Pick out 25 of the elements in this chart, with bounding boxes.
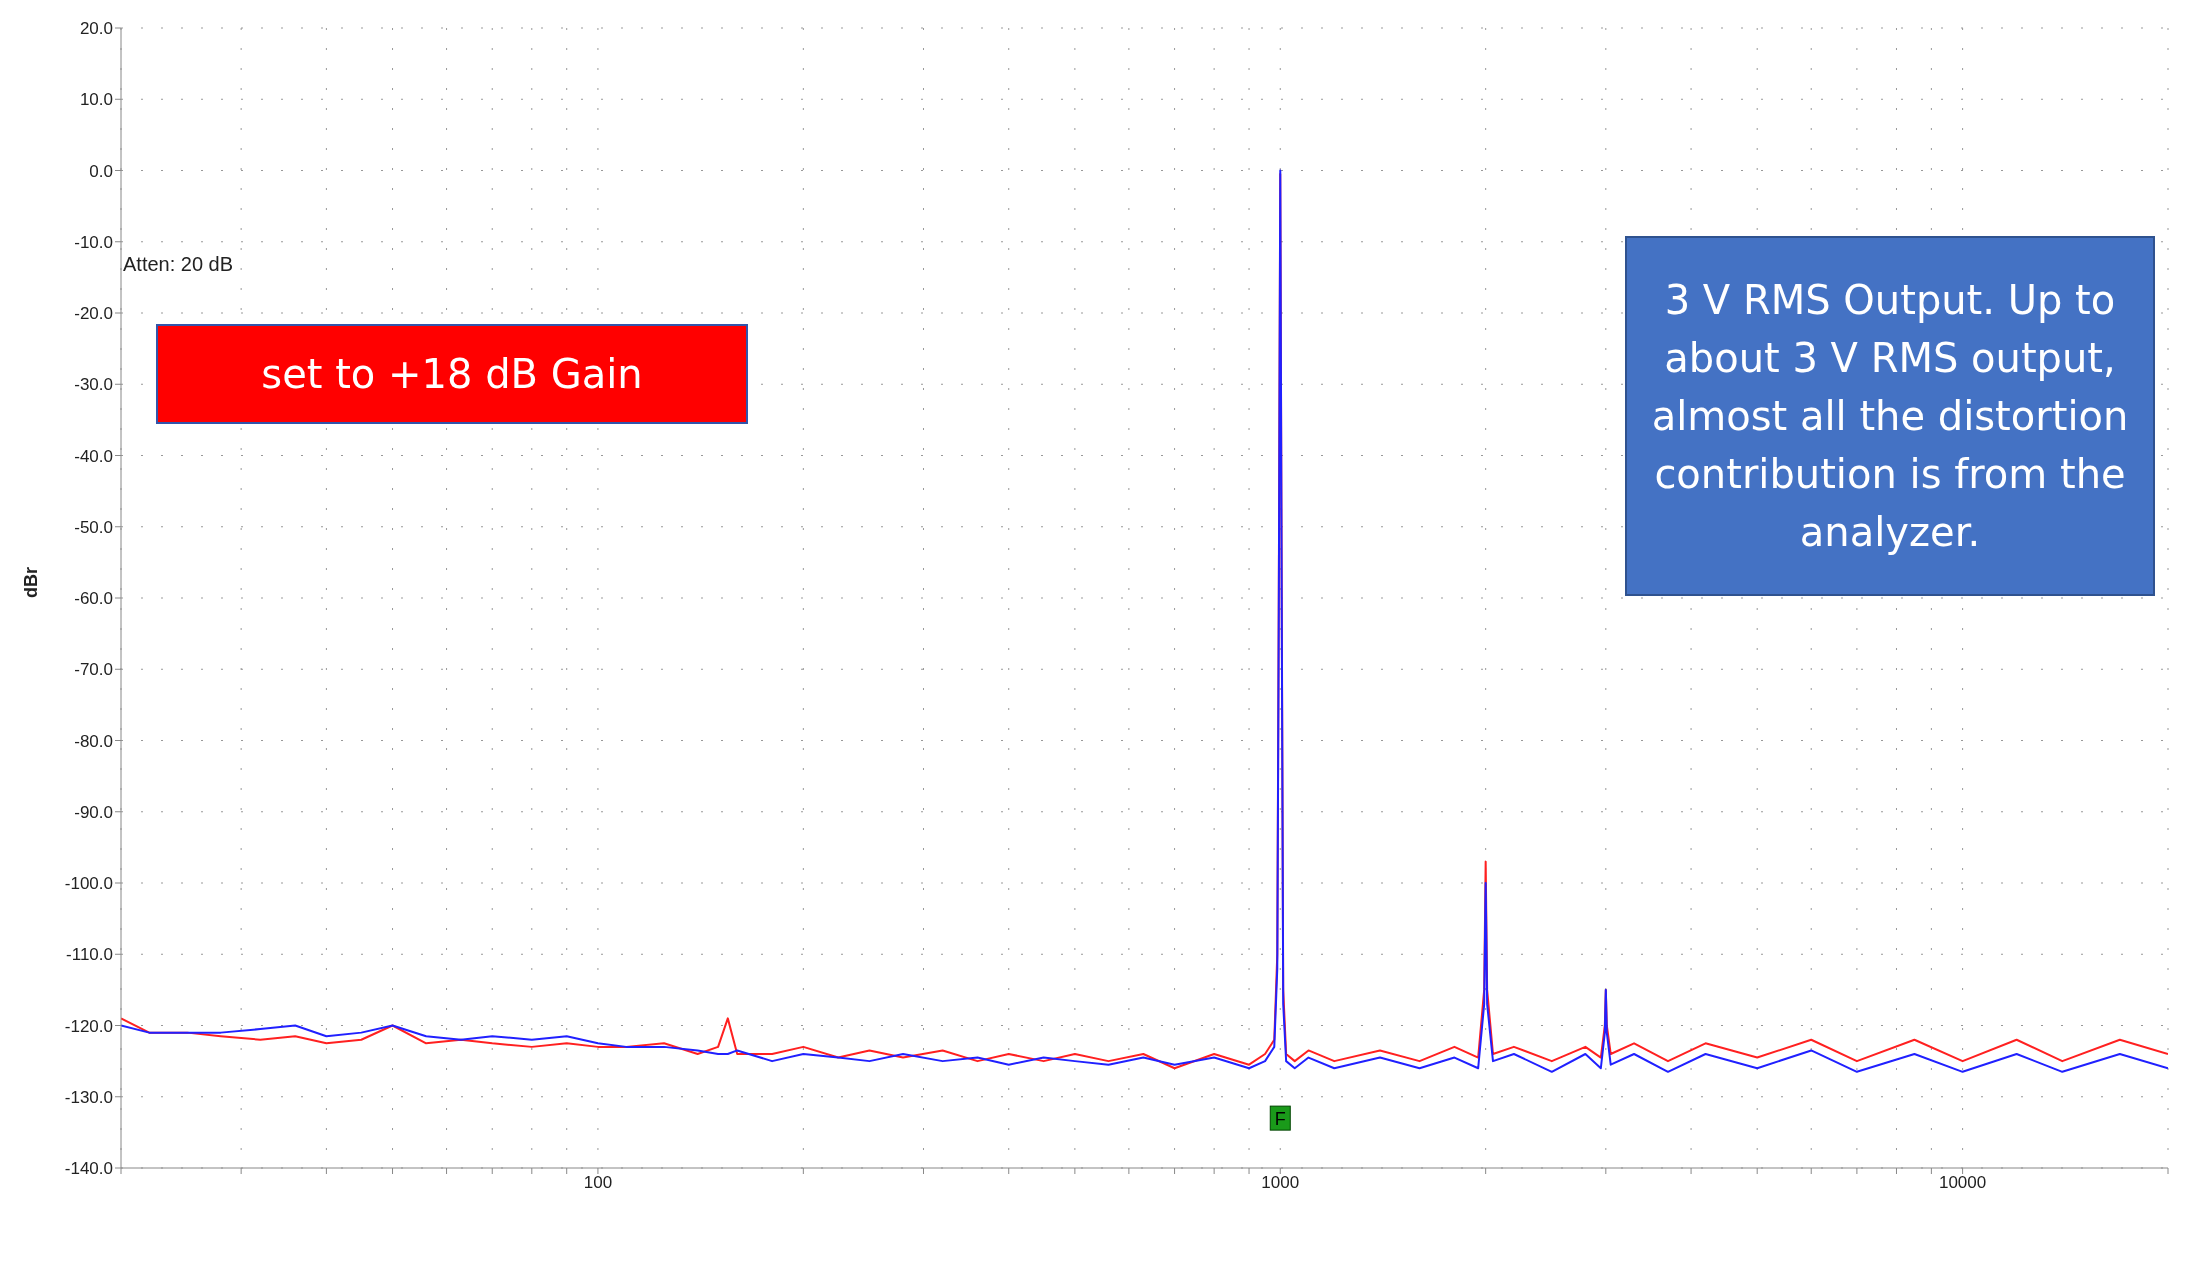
text-box: 3 V RMS Output. Up to about 3 V RMS output, almost all the distortion contribution is from the analyzer.	[1625, 236, 2155, 596]
y-tick-label: -40.0	[74, 446, 113, 466]
y-tick-label: 0.0	[89, 161, 113, 181]
y-tick-label: 20.0	[79, 19, 113, 39]
y-tick-label: -90.0	[74, 802, 113, 822]
y-tick-label: -50.0	[74, 517, 113, 537]
y-tick-label: -70.0	[74, 660, 113, 680]
y-tick-label: -120.0	[64, 1016, 113, 1036]
x-tick-label: 100	[583, 1173, 613, 1193]
y-tick-label: -110.0	[66, 945, 113, 965]
note-text: Atten: 20 dB	[123, 253, 234, 276]
x-tick-label: 1000	[1261, 1173, 1300, 1193]
y-tick-label: -60.0	[74, 589, 113, 609]
y-tick-label: -100.0	[64, 874, 113, 894]
y-tick-label: -10.0	[74, 232, 113, 252]
y-tick-label: -20.0	[74, 304, 113, 324]
y-tick-label: -30.0	[74, 375, 113, 395]
x-tick-label: 10000	[1938, 1173, 1987, 1193]
y-tick-label: -130.0	[64, 1087, 113, 1107]
y-axis-title: dBr	[21, 567, 42, 598]
y-tick-label: 10.0	[79, 90, 113, 110]
annotation: F	[1274, 1109, 1286, 1130]
y-tick-label: -140.0	[64, 1159, 113, 1179]
text-box: set to +18 dB Gain	[156, 324, 748, 424]
y-tick-label: -80.0	[74, 731, 113, 751]
